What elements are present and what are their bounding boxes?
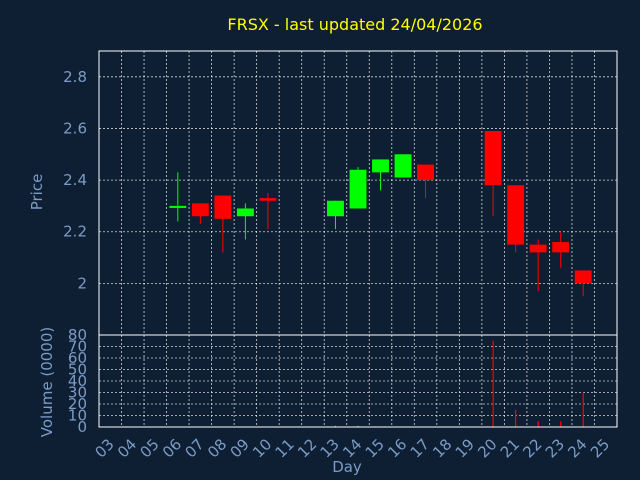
price-tick-label: 2.2 bbox=[63, 223, 87, 241]
candle-body bbox=[417, 164, 435, 181]
candle-body bbox=[574, 270, 592, 284]
x-axis-label: Day bbox=[332, 458, 362, 476]
price-tick-label: 2.4 bbox=[63, 171, 87, 189]
candle bbox=[417, 164, 435, 199]
volume-tick-label: 60 bbox=[68, 349, 87, 367]
volume-layer bbox=[334, 340, 584, 427]
candle-body bbox=[349, 169, 367, 209]
chart-title: FRSX - last updated 24/04/2026 bbox=[227, 15, 482, 34]
price-tick-label: 2.8 bbox=[63, 68, 87, 86]
price-axis-label: Price bbox=[28, 174, 46, 211]
candle bbox=[372, 159, 389, 191]
candle bbox=[574, 270, 592, 297]
candle-body bbox=[169, 205, 187, 208]
candle bbox=[484, 131, 502, 217]
candle-body bbox=[484, 131, 502, 186]
candle bbox=[552, 231, 570, 268]
volume-tick-label: 30 bbox=[68, 384, 87, 402]
grid-layer bbox=[98, 51, 618, 428]
candle-body bbox=[327, 200, 344, 217]
candle bbox=[214, 195, 232, 253]
candle bbox=[349, 167, 367, 209]
volume-tick-label: 20 bbox=[68, 395, 87, 413]
candle bbox=[169, 172, 187, 222]
candle bbox=[191, 203, 209, 224]
candle bbox=[236, 203, 254, 240]
candle-body bbox=[507, 185, 525, 245]
volume-tick-label: 10 bbox=[68, 407, 87, 425]
volume-axis-label: Volume (0000) bbox=[38, 327, 56, 437]
candle bbox=[327, 200, 344, 230]
candle-body bbox=[214, 195, 232, 219]
candle-body bbox=[529, 244, 547, 253]
day-tick-label: 25 bbox=[587, 435, 613, 461]
candle-body bbox=[236, 208, 254, 217]
candle bbox=[529, 239, 547, 292]
volume-tick-label: 0 bbox=[77, 418, 87, 436]
candle bbox=[259, 193, 277, 230]
volume-tick-label: 70 bbox=[68, 338, 87, 356]
candle bbox=[507, 185, 525, 253]
frame-layer bbox=[98, 50, 618, 428]
volume-tick-label: 40 bbox=[68, 372, 87, 390]
candle bbox=[394, 154, 412, 178]
candles-layer bbox=[169, 131, 592, 297]
candle-body bbox=[372, 159, 389, 173]
candle-body bbox=[191, 203, 209, 217]
candle-body bbox=[259, 198, 277, 201]
volume-panel-frame bbox=[98, 334, 618, 428]
ticks-layer: 22.22.42.62.8010203040506070800304050607… bbox=[63, 68, 613, 462]
candle-body bbox=[552, 242, 570, 253]
price-tick-label: 2.6 bbox=[63, 119, 87, 137]
volume-tick-label: 50 bbox=[68, 361, 87, 379]
volume-tick-label: 80 bbox=[68, 326, 87, 344]
candle-body bbox=[394, 154, 412, 178]
price-tick-label: 2 bbox=[77, 274, 87, 292]
